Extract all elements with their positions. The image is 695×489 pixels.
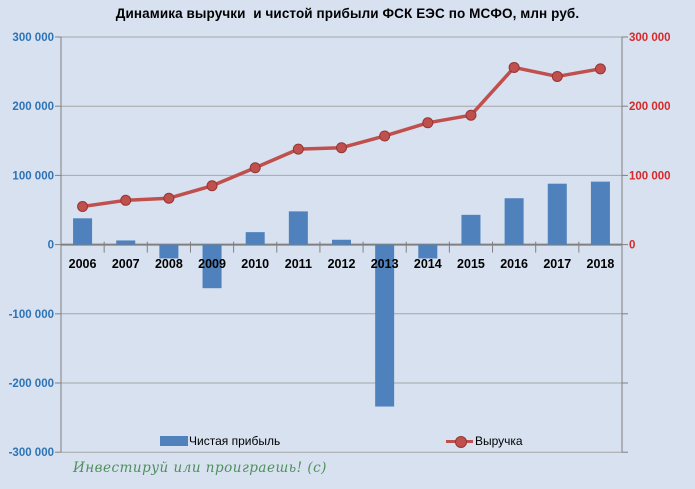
y-axis-label-left: -300 000 bbox=[9, 447, 54, 459]
y-axis-label-right: 200 000 bbox=[629, 101, 671, 113]
revenue-marker-2011 bbox=[292, 143, 304, 155]
x-axis-label-2018: 2018 bbox=[587, 257, 615, 271]
net-profit-swatch bbox=[160, 436, 188, 446]
chart-title: Динамика выручки и чистой прибыли ФСК ЕЭ… bbox=[115, 6, 580, 21]
revenue-marker-2012 bbox=[336, 142, 347, 154]
x-axis-label-2015: 2015 bbox=[457, 257, 485, 271]
x-axis-label-2011: 2011 bbox=[285, 257, 312, 271]
legend-item-revenue: Выручка bbox=[446, 433, 523, 449]
revenue-marker-2013 bbox=[379, 130, 391, 142]
revenue-marker-2014 bbox=[422, 117, 434, 129]
x-axis-label-2006: 2006 bbox=[69, 257, 97, 271]
y-axis-label-left: 0 bbox=[48, 240, 54, 252]
bar-2017 bbox=[547, 183, 567, 245]
x-axis-label-2016: 2016 bbox=[500, 257, 528, 271]
bar-2006 bbox=[73, 218, 93, 245]
bar-2016 bbox=[504, 198, 524, 245]
x-axis-label-2008: 2008 bbox=[155, 257, 183, 271]
revenue-marker-2006 bbox=[77, 201, 89, 213]
revenue-marker-2016 bbox=[508, 61, 520, 73]
x-axis-label-2012: 2012 bbox=[328, 257, 356, 271]
y-axis-label-left: 100 000 bbox=[12, 170, 54, 182]
bar-2014 bbox=[418, 244, 438, 259]
y-axis-label-left: -100 000 bbox=[9, 309, 54, 321]
y-axis-label-left: -200 000 bbox=[9, 378, 54, 390]
legend-label-net-profit: Чистая прибыль bbox=[189, 434, 281, 448]
revenue-line-swatch bbox=[446, 436, 473, 448]
y-axis-label-right: 100 000 bbox=[629, 170, 671, 182]
x-axis-label-2010: 2010 bbox=[241, 257, 269, 271]
x-axis-label-2014: 2014 bbox=[414, 257, 442, 271]
bar-2013 bbox=[375, 244, 395, 407]
revenue-marker-dot bbox=[455, 436, 467, 448]
revenue-marker-2010 bbox=[249, 162, 261, 174]
y-axis-label-right: 0 bbox=[629, 240, 635, 252]
revenue-marker-2015 bbox=[465, 109, 477, 121]
x-axis-label-2007: 2007 bbox=[112, 257, 140, 271]
revenue-marker-2018 bbox=[594, 63, 606, 75]
bar-2010 bbox=[245, 232, 265, 245]
legend-label-revenue: Выручка bbox=[475, 434, 523, 448]
watermark-text: Инвестируй или проиграешь! (с) bbox=[73, 460, 327, 476]
legend-item-net-profit: Чистая прибыль bbox=[160, 433, 280, 449]
bar-2018 bbox=[590, 181, 610, 245]
bar-2011 bbox=[288, 211, 308, 245]
bar-2007 bbox=[116, 240, 136, 245]
x-axis-label-2013: 2013 bbox=[371, 257, 399, 271]
y-axis-label-right: 300 000 bbox=[629, 32, 671, 44]
x-axis-label-2017: 2017 bbox=[543, 257, 571, 271]
y-axis-label-left: 200 000 bbox=[12, 101, 54, 113]
bar-2009 bbox=[202, 244, 222, 289]
bar-2012 bbox=[332, 239, 351, 245]
y-axis-label-left: 300 000 bbox=[12, 32, 54, 44]
revenue-line bbox=[80, 65, 603, 209]
revenue-marker-2008 bbox=[163, 192, 175, 204]
x-axis-label-2009: 2009 bbox=[198, 257, 226, 271]
revenue-marker-2017 bbox=[551, 70, 563, 82]
bar-2015 bbox=[461, 214, 481, 245]
revenue-marker-2009 bbox=[206, 180, 218, 192]
bar-2008 bbox=[159, 244, 179, 259]
revenue-marker-2007 bbox=[120, 194, 132, 206]
